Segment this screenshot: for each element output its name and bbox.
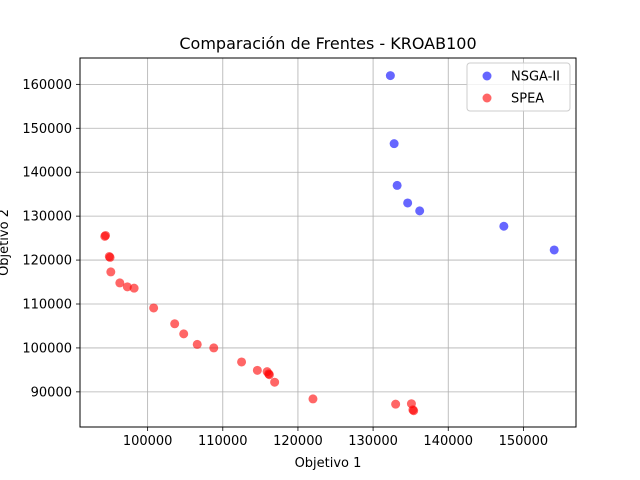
data-points: [100, 71, 559, 416]
plot-frame: [79, 57, 577, 428]
data-point: [308, 394, 318, 404]
data-point: [192, 339, 202, 349]
data-point: [403, 198, 413, 208]
data-point: [392, 180, 402, 190]
legend: NSGA-II SPEA: [466, 62, 571, 112]
x-tick-label: 150000: [499, 434, 549, 449]
x-tick-label: 140000: [423, 434, 473, 449]
data-point: [101, 230, 111, 240]
y-tick-label: 130000: [22, 210, 72, 225]
data-point: [149, 303, 159, 313]
x-tick-label: 120000: [273, 434, 323, 449]
data-point: [252, 365, 262, 375]
data-point: [179, 329, 189, 339]
data-point: [415, 206, 425, 216]
y-axis-label: Objetivo 2: [0, 209, 12, 276]
legend-marker: [482, 71, 492, 81]
legend-label: SPEA: [511, 92, 544, 107]
legend-marker: [482, 93, 492, 103]
data-point: [385, 71, 395, 81]
y-tick-label: 90000: [31, 385, 72, 400]
data-point: [499, 221, 509, 231]
y-tick-label: 160000: [22, 78, 72, 93]
data-point: [391, 399, 401, 409]
data-point: [106, 267, 116, 277]
data-point: [409, 406, 419, 416]
data-point: [237, 357, 247, 367]
data-point: [122, 282, 132, 292]
data-point: [105, 252, 115, 262]
data-point: [115, 278, 125, 288]
x-tick-label: 100000: [123, 434, 173, 449]
chart-title: Comparación de Frentes - KROAB100: [179, 34, 476, 53]
data-point: [129, 283, 139, 293]
y-tick-label: 120000: [22, 254, 72, 269]
y-tick-label: 100000: [22, 341, 72, 356]
data-point: [209, 343, 219, 353]
data-point: [170, 319, 180, 329]
y-tick-label: 110000: [22, 298, 72, 313]
axis-ticks: 100000 110000 120000 130000 140000 150000 9000…: [22, 78, 548, 449]
legend-box: [466, 62, 571, 112]
data-point: [264, 370, 274, 380]
legend-label: NSGA-II: [511, 70, 560, 85]
data-point: [389, 139, 399, 149]
y-tick-label: 140000: [22, 166, 72, 181]
y-tick-label: 150000: [22, 122, 72, 137]
data-point: [549, 245, 559, 255]
x-axis-label: Objetivo 1: [295, 456, 362, 471]
x-tick-label: 110000: [198, 434, 248, 449]
data-point: [270, 377, 280, 387]
x-tick-label: 130000: [348, 434, 398, 449]
grid: [80, 58, 576, 427]
